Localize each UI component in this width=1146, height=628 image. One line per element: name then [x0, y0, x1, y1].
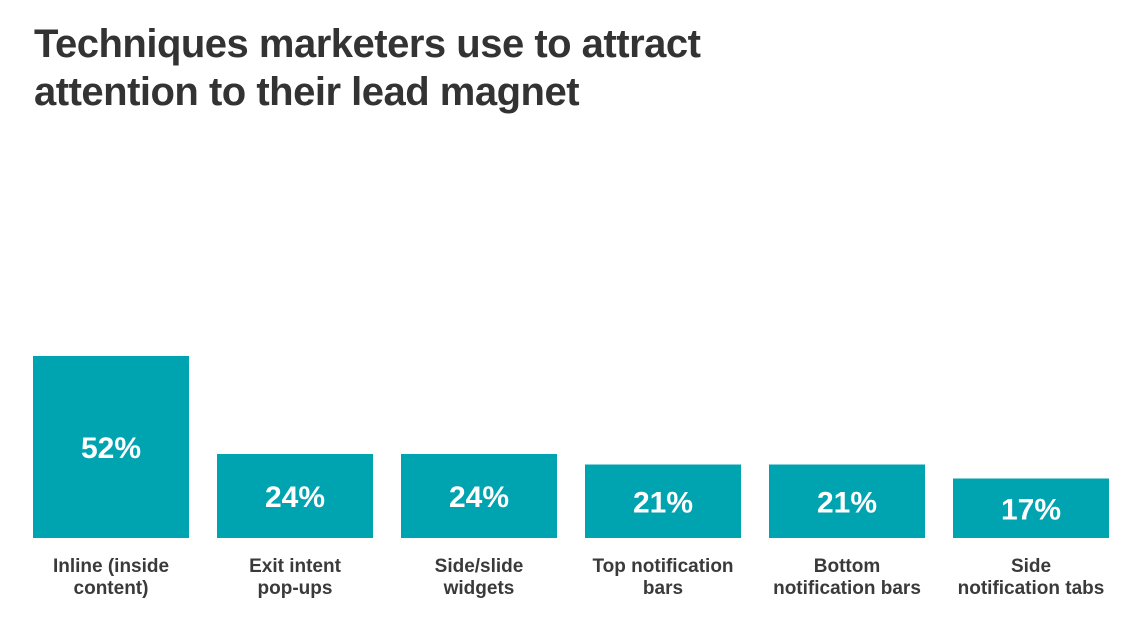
- bar-value-label-4: 21%: [817, 486, 877, 519]
- category-label-line: Inline (inside: [53, 556, 169, 577]
- category-label-line: notification bars: [773, 578, 921, 599]
- chart-title-line-1: Techniques marketers use to attract: [34, 22, 701, 66]
- category-label-2: Side/slide widgets: [435, 556, 524, 599]
- category-label-line: pop-ups: [258, 578, 333, 599]
- bar-2: [401, 454, 557, 538]
- bar-1: [217, 454, 373, 538]
- category-label-line: Exit intent: [249, 556, 342, 577]
- category-label-5: Side notification tabs: [958, 556, 1105, 599]
- bar-value-label-0: 52%: [81, 432, 141, 465]
- bar-0: [33, 356, 189, 538]
- bar-4: [769, 464, 925, 538]
- category-label-line: Side: [1011, 556, 1051, 577]
- bar-value-label-1: 24%: [265, 481, 325, 514]
- category-label-line: content): [74, 578, 149, 599]
- bar-value-label-5: 17%: [1001, 493, 1061, 526]
- category-label-line: Bottom: [814, 556, 880, 577]
- bar-value-label-2: 24%: [449, 481, 509, 514]
- category-label-3: Top notification bars: [592, 556, 733, 599]
- bar-3: [585, 464, 741, 538]
- category-label-0: Inline (inside content): [53, 556, 169, 599]
- category-label-1: Exit intent pop-ups: [249, 556, 342, 599]
- category-label-line: Top notification: [592, 556, 733, 577]
- chart-title-line-2: attention to their lead magnet: [34, 70, 580, 114]
- category-label-line: Side/slide: [435, 556, 524, 577]
- category-label-line: widgets: [443, 578, 515, 599]
- chart-title: Techniques marketers use to attract atte…: [34, 20, 934, 116]
- bar-5: [953, 478, 1109, 538]
- category-label-4: Bottom notification bars: [773, 556, 921, 599]
- bar-value-label-3: 21%: [633, 486, 693, 519]
- category-label-line: notification tabs: [958, 578, 1105, 599]
- category-label-line: bars: [643, 578, 683, 599]
